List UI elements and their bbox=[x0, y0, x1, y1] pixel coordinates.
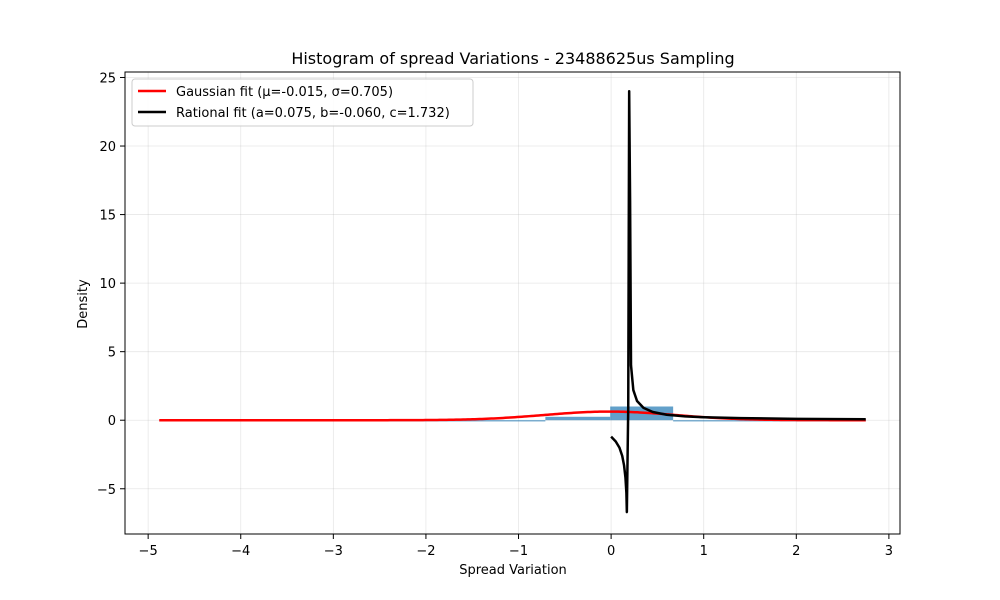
legend-box bbox=[131, 78, 474, 127]
chart-title: Histogram of spread Variations - 2348862… bbox=[291, 49, 734, 68]
x-axis-label: Spread Variation bbox=[459, 563, 567, 578]
y-tick-label: 25 bbox=[99, 71, 116, 86]
y-tick-label: 15 bbox=[99, 209, 116, 224]
rational-fit-line bbox=[610, 89, 866, 514]
legend-label: Rational fit (a=0.075, b=-0.060, c=1.732… bbox=[176, 106, 450, 121]
x-tick-label: −2 bbox=[416, 544, 435, 559]
x-tick-label: −3 bbox=[324, 544, 343, 559]
x-tick-label: 0 bbox=[607, 544, 615, 559]
y-axis-label: Density bbox=[76, 279, 91, 329]
y-tick-label: 20 bbox=[99, 140, 116, 155]
x-tick-label: 1 bbox=[700, 544, 708, 559]
data-layer bbox=[159, 89, 866, 514]
histogram-bar bbox=[545, 416, 611, 421]
x-tick-label: 3 bbox=[885, 544, 893, 559]
axes-frame bbox=[124, 71, 901, 535]
legend: Gaussian fit (μ=-0.015, σ=0.705) Rational… bbox=[131, 78, 474, 127]
y-tick-label: 5 bbox=[108, 346, 116, 361]
y-tick-label: 10 bbox=[99, 277, 116, 292]
y-tick-label: 0 bbox=[108, 414, 116, 429]
plot-area: −5 −4 −3 −2 −1 0 1 2 3 −5 0 5 10 15 20 25 Gaussian fit (… bbox=[97, 71, 901, 559]
x-tick-label: −1 bbox=[509, 544, 528, 559]
legend-label: Gaussian fit (μ=-0.015, σ=0.705) bbox=[176, 85, 393, 100]
x-tick-label: −5 bbox=[139, 544, 158, 559]
x-tick-label: −4 bbox=[231, 544, 250, 559]
y-tick-label: −5 bbox=[97, 483, 116, 498]
x-tick-label: 2 bbox=[792, 544, 800, 559]
